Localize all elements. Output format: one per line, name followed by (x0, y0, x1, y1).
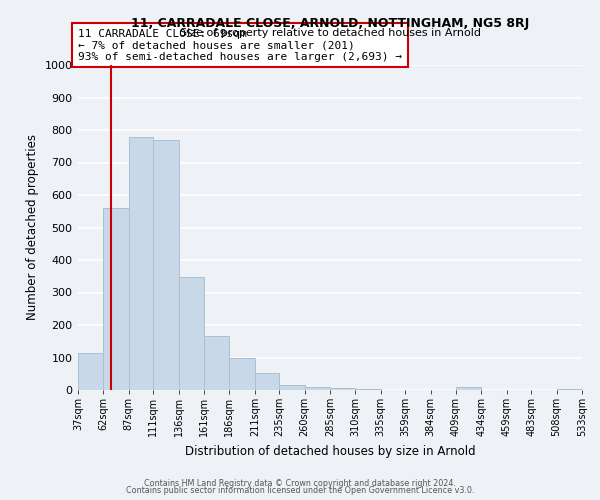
Bar (255, 373, 279, 390)
Bar (179, 277, 204, 390)
Text: Contains public sector information licensed under the Open Government Licence v3: Contains public sector information licen… (126, 486, 474, 495)
Bar (355, 389, 381, 390)
X-axis label: Distribution of detached houses by size in Arnold: Distribution of detached houses by size … (185, 444, 475, 458)
Bar (279, 385, 305, 390)
Bar (153, 140, 179, 390)
Text: 11, CARRADALE CLOSE, ARNOLD, NOTTINGHAM, NG5 8RJ: 11, CARRADALE CLOSE, ARNOLD, NOTTINGHAM,… (131, 18, 529, 30)
Bar (456, 388, 481, 390)
Text: Size of property relative to detached houses in Arnold: Size of property relative to detached ho… (179, 28, 481, 38)
Bar (129, 136, 153, 390)
Bar (204, 336, 229, 390)
Bar (78, 352, 103, 390)
Text: 11 CARRADALE CLOSE: 69sqm
← 7% of detached houses are smaller (201)
93% of semi-: 11 CARRADALE CLOSE: 69sqm ← 7% of detach… (78, 28, 402, 62)
Bar (557, 389, 582, 390)
Text: Contains HM Land Registry data © Crown copyright and database right 2024.: Contains HM Land Registry data © Crown c… (144, 478, 456, 488)
Bar (229, 358, 255, 390)
Bar (305, 388, 330, 390)
Bar (330, 388, 355, 390)
Bar (103, 208, 129, 390)
Y-axis label: Number of detached properties: Number of detached properties (26, 134, 39, 320)
